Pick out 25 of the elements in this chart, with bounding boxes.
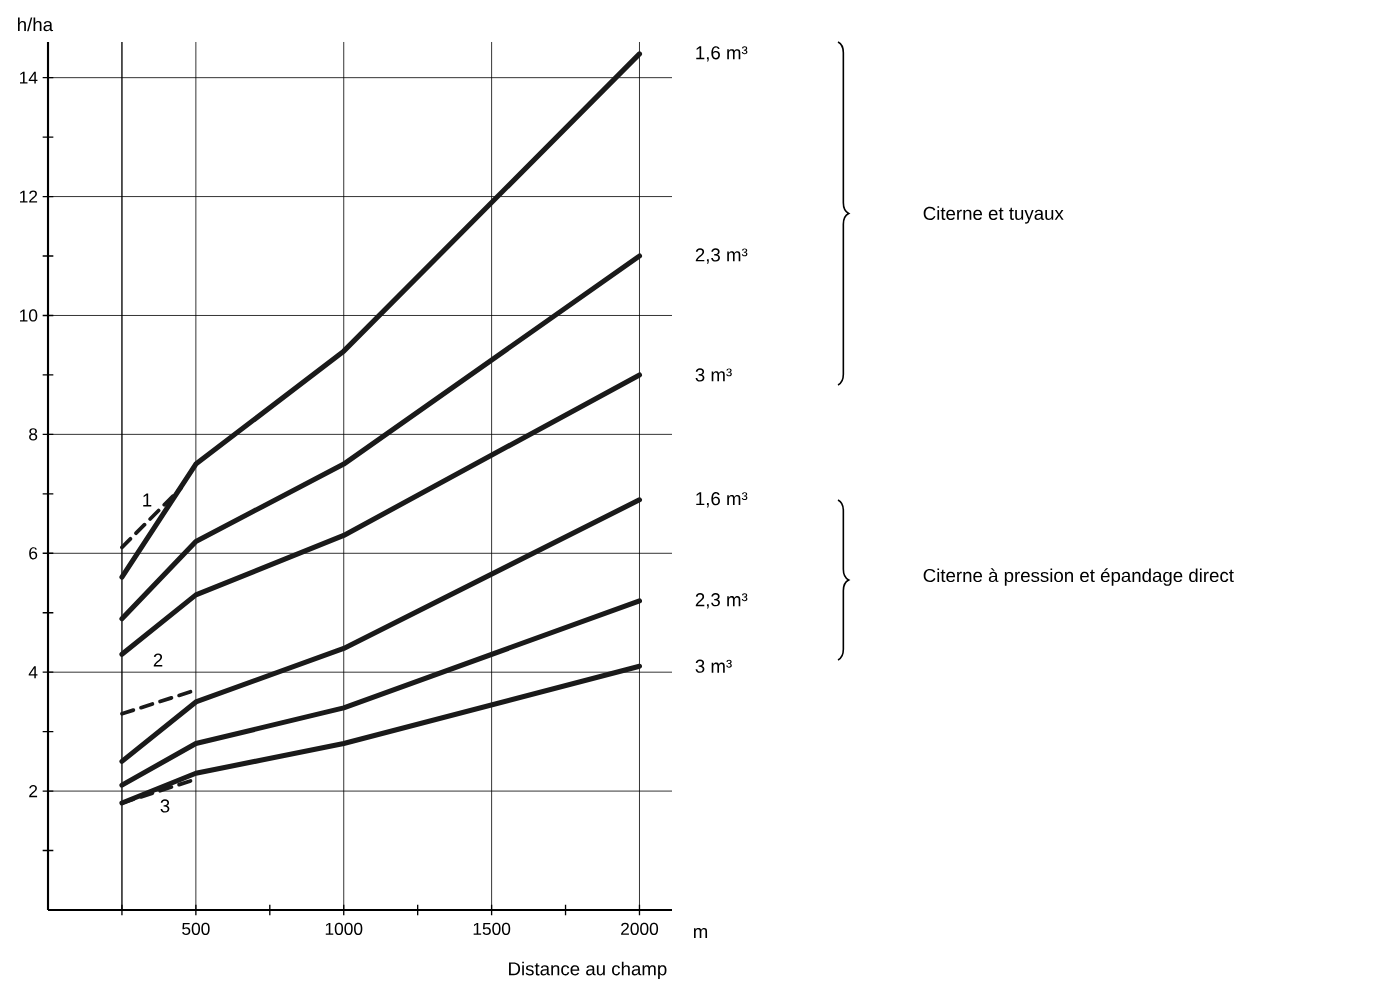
annotation: 2 (153, 653, 163, 667)
x-tick-label: 500 (182, 922, 210, 936)
annotation: 1 (143, 493, 152, 507)
y-tick-label: 10 (20, 309, 38, 322)
annotation: 3 (160, 799, 170, 813)
text: 1,6 m³ (696, 46, 748, 62)
x-tick-label: 1000 (325, 922, 363, 936)
text: 1,6 m³ (696, 492, 748, 508)
text: 3 m³ (695, 368, 732, 382)
y-tick-label: 4 (28, 666, 38, 679)
text: m (693, 928, 708, 939)
y-tick-label: 6 (29, 547, 38, 560)
x-tick-label: 2000 (621, 922, 659, 936)
text: 3 m³ (695, 659, 732, 674)
text: Citerne à pression et épandage direct (923, 568, 1234, 587)
y-tick-label: 14 (20, 71, 38, 84)
y-tick-label: 2 (29, 785, 38, 798)
y-tick-label: 12 (20, 190, 38, 203)
y-axis-title: h/ha (18, 17, 54, 32)
text: 2,3 m³ (695, 248, 748, 264)
y-tick-label: 8 (29, 428, 38, 441)
text: Citerne et tuyaux (923, 206, 1064, 224)
text: 2,3 m³ (695, 593, 748, 609)
x-tick-label: 1500 (473, 922, 511, 936)
x-axis-title: Distance au champ (509, 961, 667, 980)
